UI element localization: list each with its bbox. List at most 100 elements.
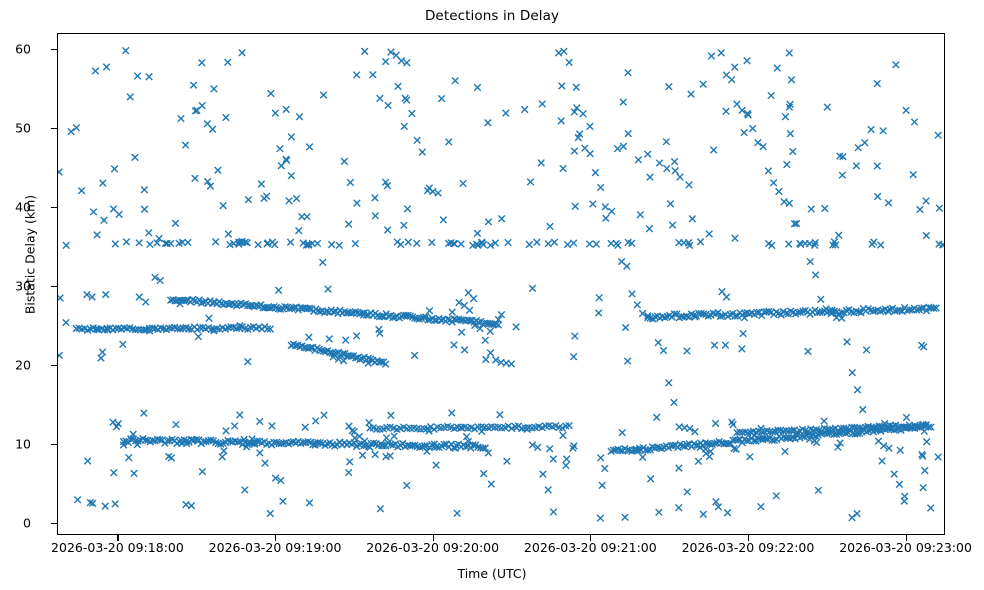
data-point-marker bbox=[127, 435, 135, 443]
data-point-marker bbox=[434, 189, 442, 197]
data-point-marker bbox=[86, 498, 95, 507]
data-point-marker bbox=[163, 239, 171, 248]
data-point-marker bbox=[347, 352, 356, 360]
data-point-marker bbox=[110, 468, 118, 477]
data-point-marker bbox=[839, 424, 848, 432]
data-point-marker bbox=[133, 72, 142, 80]
data-point-marker bbox=[344, 468, 353, 477]
data-point-marker bbox=[243, 239, 252, 247]
data-point-marker bbox=[878, 422, 886, 431]
data-point-marker bbox=[351, 354, 360, 362]
data-point-marker bbox=[299, 239, 307, 247]
data-point-marker bbox=[124, 438, 133, 447]
data-point-marker bbox=[934, 131, 942, 139]
data-point-marker bbox=[780, 197, 788, 206]
data-point-marker bbox=[683, 347, 691, 355]
data-point-marker bbox=[857, 308, 865, 317]
data-point-marker bbox=[195, 436, 203, 444]
data-point-marker bbox=[279, 497, 287, 505]
data-point-marker bbox=[437, 94, 446, 103]
data-point-marker bbox=[848, 368, 856, 377]
data-point-marker bbox=[507, 360, 516, 368]
data-point-marker bbox=[570, 147, 579, 155]
data-point-marker bbox=[326, 348, 334, 357]
data-point-marker bbox=[321, 347, 330, 356]
data-point-marker bbox=[440, 440, 448, 449]
data-point-marker bbox=[643, 150, 652, 158]
x-tick-label: 2026-03-20 09:18:00 bbox=[51, 540, 184, 555]
data-point-marker bbox=[765, 307, 773, 316]
data-point-marker bbox=[316, 439, 324, 447]
data-point-marker bbox=[319, 91, 328, 99]
data-point-marker bbox=[484, 119, 492, 127]
data-point-marker bbox=[444, 315, 452, 323]
data-point-marker bbox=[688, 214, 697, 223]
data-point-marker bbox=[121, 46, 130, 55]
data-point-marker bbox=[634, 156, 643, 164]
data-point-marker bbox=[683, 488, 691, 496]
y-axis-tick-labels: 0 10 20 30 40 50 60 bbox=[0, 33, 57, 535]
y-tick-label: 50 bbox=[15, 120, 31, 136]
y-tick-mark bbox=[51, 285, 57, 288]
data-point-marker bbox=[537, 159, 545, 167]
data-point-marker bbox=[371, 450, 379, 459]
x-tick-mark bbox=[905, 535, 907, 541]
data-point-marker bbox=[198, 59, 206, 67]
data-point-marker bbox=[900, 423, 908, 432]
data-point-marker bbox=[814, 486, 823, 495]
data-point-marker bbox=[926, 504, 935, 512]
y-tick-mark bbox=[51, 48, 57, 50]
data-point-marker bbox=[852, 162, 861, 170]
data-point-marker bbox=[870, 238, 878, 246]
data-point-marker bbox=[347, 309, 355, 318]
data-point-marker bbox=[773, 64, 781, 72]
data-point-marker bbox=[528, 284, 537, 293]
data-point-marker bbox=[220, 447, 228, 455]
data-point-marker bbox=[674, 503, 683, 512]
data-point-marker bbox=[305, 333, 313, 341]
data-point-marker bbox=[189, 81, 198, 89]
data-point-marker bbox=[207, 436, 215, 445]
data-point-marker bbox=[206, 182, 215, 190]
data-point-marker bbox=[817, 295, 825, 304]
data-point-marker bbox=[97, 354, 105, 362]
data-point-marker bbox=[932, 304, 940, 312]
data-point-marker bbox=[722, 107, 730, 115]
data-point-marker bbox=[676, 173, 684, 181]
data-point-marker bbox=[304, 241, 313, 249]
data-point-marker bbox=[83, 457, 92, 465]
data-point-marker bbox=[768, 241, 776, 250]
data-point-marker bbox=[448, 318, 456, 326]
data-point-marker bbox=[554, 49, 563, 57]
data-point-marker bbox=[684, 238, 693, 247]
scatter-series-layer bbox=[58, 34, 944, 522]
data-point-marker bbox=[878, 457, 886, 465]
data-point-marker bbox=[302, 241, 311, 249]
data-point-marker bbox=[466, 316, 474, 325]
data-point-marker bbox=[171, 219, 180, 228]
data-point-marker bbox=[675, 464, 683, 472]
data-point-marker bbox=[208, 125, 217, 134]
data-point-marker bbox=[410, 351, 419, 360]
data-point-marker bbox=[935, 204, 944, 212]
data-point-marker bbox=[134, 325, 142, 334]
data-point-marker bbox=[78, 325, 86, 333]
data-point-marker bbox=[358, 309, 366, 317]
data-point-marker bbox=[710, 341, 719, 350]
y-tick-label: 60 bbox=[15, 41, 31, 57]
data-point-marker bbox=[744, 111, 752, 119]
data-point-marker bbox=[873, 192, 882, 201]
data-point-marker bbox=[743, 57, 751, 65]
data-point-marker bbox=[137, 326, 145, 334]
data-point-marker bbox=[902, 106, 910, 115]
data-point-marker bbox=[665, 379, 673, 387]
data-point-marker bbox=[408, 313, 417, 321]
data-point-marker bbox=[562, 461, 570, 470]
data-point-marker bbox=[184, 238, 192, 247]
data-point-marker bbox=[759, 142, 767, 151]
data-point-marker bbox=[266, 509, 275, 518]
data-point-marker bbox=[595, 293, 603, 302]
data-point-marker bbox=[836, 439, 844, 447]
data-point-marker bbox=[317, 346, 326, 355]
data-point-marker bbox=[224, 230, 233, 238]
